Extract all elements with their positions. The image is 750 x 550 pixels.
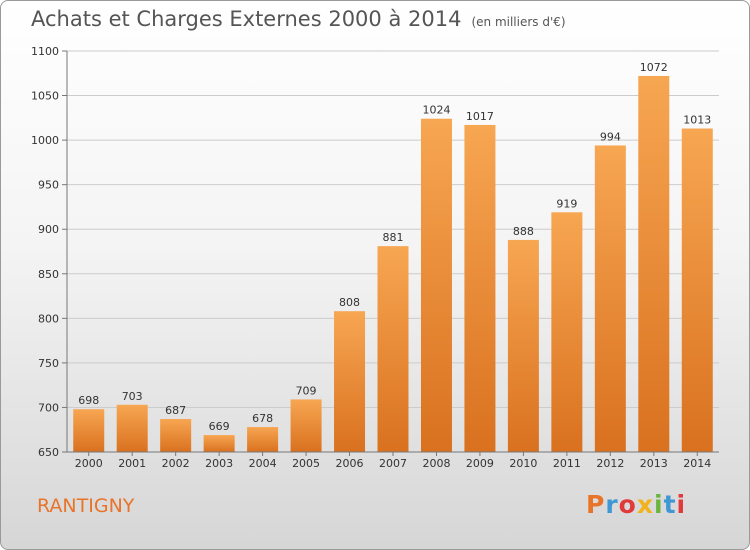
y-tick-label: 800: [38, 312, 59, 325]
data-label: 808: [339, 296, 360, 309]
x-tick-label: 2003: [205, 457, 233, 470]
y-tick-label: 850: [38, 268, 59, 281]
x-tick-label: 2002: [162, 457, 190, 470]
data-label: 669: [209, 420, 230, 433]
proxiti-logo: Proxiti: [586, 490, 686, 519]
data-label: 1013: [683, 114, 711, 127]
y-tick-label: 700: [38, 401, 59, 414]
data-label: 888: [513, 225, 534, 238]
bar: [638, 75, 670, 452]
x-tick-label: 2009: [466, 457, 494, 470]
bar: [160, 419, 192, 452]
title-text: Achats et Charges Externes 2000 à 2014: [31, 7, 462, 31]
bar: [420, 118, 452, 453]
x-tick-label: 2006: [336, 457, 364, 470]
logo-letter: x: [636, 490, 654, 519]
x-tick-label: 2005: [292, 457, 320, 470]
bar: [464, 124, 496, 452]
bar: [377, 246, 409, 452]
x-tick-label: 2014: [683, 457, 711, 470]
y-tick-label: 1100: [31, 45, 59, 58]
y-tick-label: 1000: [31, 134, 59, 147]
data-label: 703: [122, 390, 143, 403]
bar: [290, 399, 322, 452]
unit-note: (en milliers d'€): [471, 15, 566, 29]
bar: [681, 128, 713, 452]
chart-title: Achats et Charges Externes 2000 à 2014 (e…: [31, 7, 566, 31]
y-tick-label: 650: [38, 446, 59, 459]
data-label: 698: [78, 394, 99, 407]
bar: [594, 145, 626, 453]
bar: [507, 239, 539, 452]
bar: [551, 212, 583, 452]
x-tick-label: 2012: [596, 457, 624, 470]
x-tick-label: 2001: [118, 457, 146, 470]
data-label: 687: [165, 404, 186, 417]
axes: 650 700 750 800 850 900 950 1000 1050 1100 2000 200…: [31, 45, 719, 470]
city-name: RANTIGNY: [37, 495, 135, 517]
x-tick-label: 2007: [379, 457, 407, 470]
x-tick-label: 2004: [249, 457, 277, 470]
data-label: 678: [252, 412, 273, 425]
data-label: 881: [383, 231, 404, 244]
data-label: 709: [296, 384, 317, 397]
logo-letter: i: [654, 490, 664, 519]
y-tick-label: 1050: [31, 90, 59, 103]
y-tick-label: 900: [38, 223, 59, 236]
data-label: 994: [600, 130, 621, 143]
bar: [116, 404, 148, 452]
x-tick-label: 2013: [640, 457, 668, 470]
logo-letter: P: [586, 490, 606, 519]
bar: [334, 311, 366, 452]
bars: 698 703 687 669 678 709 808 881 1024 1017 888 919 99…: [73, 61, 713, 453]
data-label: 1024: [422, 104, 450, 117]
logo-letter: t: [663, 490, 677, 519]
bar: [247, 427, 279, 452]
data-label: 919: [556, 197, 577, 210]
y-tick-label: 750: [38, 357, 59, 370]
data-label: 1072: [640, 61, 668, 74]
logo-letter: o: [618, 490, 637, 519]
x-tick-label: 2000: [75, 457, 103, 470]
logo-letter: r: [605, 490, 619, 519]
y-tick-label: 950: [38, 179, 59, 192]
logo-letter: i: [676, 490, 687, 519]
x-tick-label: 2010: [509, 457, 537, 470]
bar: [73, 409, 105, 452]
data-label: 1017: [466, 110, 494, 123]
x-tick-label: 2011: [553, 457, 581, 470]
bar: [203, 435, 235, 452]
x-tick-label: 2008: [422, 457, 450, 470]
